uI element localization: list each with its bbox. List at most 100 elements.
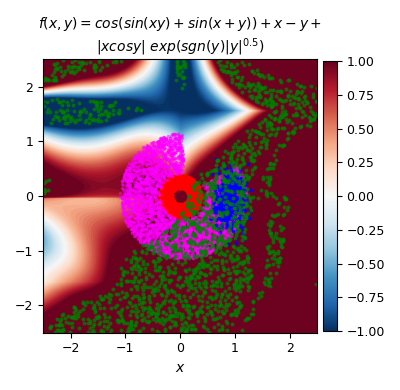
Point: [205, 181, 212, 187]
Point: [235, 202, 242, 208]
Point: [180, 221, 186, 227]
Point: [156, 148, 162, 154]
Point: [160, 191, 167, 197]
Point: [96, 112, 102, 118]
Point: [273, 147, 280, 154]
Point: [166, 269, 173, 275]
Point: [123, 219, 130, 225]
Point: [216, 165, 222, 172]
Point: [177, 234, 183, 241]
Point: [163, 179, 170, 185]
Point: [278, 114, 285, 121]
Point: [177, 193, 184, 199]
Point: [140, 220, 146, 226]
Point: [242, 211, 249, 218]
Point: [173, 231, 179, 237]
Point: [199, 249, 205, 255]
Point: [140, 166, 146, 172]
Point: [146, 179, 153, 186]
Point: [244, 128, 250, 135]
Point: [180, 184, 187, 190]
Point: [197, 198, 203, 204]
Point: [233, 187, 240, 193]
Point: [171, 174, 178, 180]
Point: [169, 269, 175, 275]
Point: [190, 197, 197, 203]
Point: [164, 149, 171, 156]
Point: [307, 118, 313, 124]
Point: [235, 213, 241, 219]
Point: [218, 222, 224, 228]
Point: [226, 195, 232, 201]
Point: [137, 210, 144, 216]
Point: [183, 203, 189, 209]
Point: [154, 165, 161, 171]
Point: [181, 213, 188, 219]
Point: [163, 196, 169, 202]
Point: [241, 150, 248, 156]
Point: [220, 304, 227, 310]
Point: [219, 291, 225, 297]
Point: [194, 193, 200, 199]
Point: [218, 231, 224, 237]
Point: [144, 179, 150, 185]
Point: [88, 298, 94, 305]
Point: [147, 161, 153, 168]
Point: [208, 191, 215, 197]
Point: [188, 191, 195, 197]
Point: [162, 229, 169, 236]
Point: [141, 206, 148, 212]
Point: [158, 193, 164, 200]
Point: [147, 200, 153, 207]
Point: [184, 276, 190, 282]
Point: [258, 131, 264, 137]
Point: [170, 165, 176, 171]
Point: [228, 204, 235, 210]
Point: [177, 193, 184, 199]
Point: [188, 184, 194, 191]
Point: [266, 227, 272, 233]
Point: [225, 205, 231, 211]
Point: [143, 273, 149, 280]
Point: [186, 180, 192, 186]
Point: [147, 155, 153, 161]
Point: [133, 168, 140, 174]
Point: [230, 217, 237, 223]
Point: [220, 188, 226, 194]
Point: [167, 144, 173, 150]
Point: [160, 232, 166, 238]
Point: [220, 188, 226, 194]
Point: [179, 209, 186, 215]
Point: [194, 204, 200, 210]
Point: [240, 191, 246, 197]
Point: [188, 282, 194, 288]
Point: [186, 245, 193, 252]
Point: [142, 157, 148, 163]
Point: [182, 259, 188, 265]
Point: [222, 182, 228, 188]
Point: [237, 170, 244, 176]
Point: [164, 202, 171, 208]
Point: [131, 215, 138, 221]
Point: [162, 151, 168, 157]
Point: [156, 176, 162, 182]
Point: [168, 183, 174, 189]
Point: [162, 328, 168, 334]
Point: [190, 189, 196, 195]
Point: [184, 302, 190, 308]
Point: [178, 209, 184, 215]
Point: [174, 144, 180, 150]
Point: [151, 143, 157, 149]
Point: [140, 261, 146, 267]
Point: [132, 266, 139, 273]
Point: [130, 207, 136, 214]
Point: [176, 160, 182, 166]
Point: [127, 171, 134, 177]
Point: [234, 256, 240, 262]
Point: [180, 181, 187, 188]
Point: [140, 187, 146, 193]
Point: [172, 179, 178, 185]
Point: [172, 209, 178, 216]
Point: [135, 185, 141, 191]
Point: [180, 202, 187, 208]
